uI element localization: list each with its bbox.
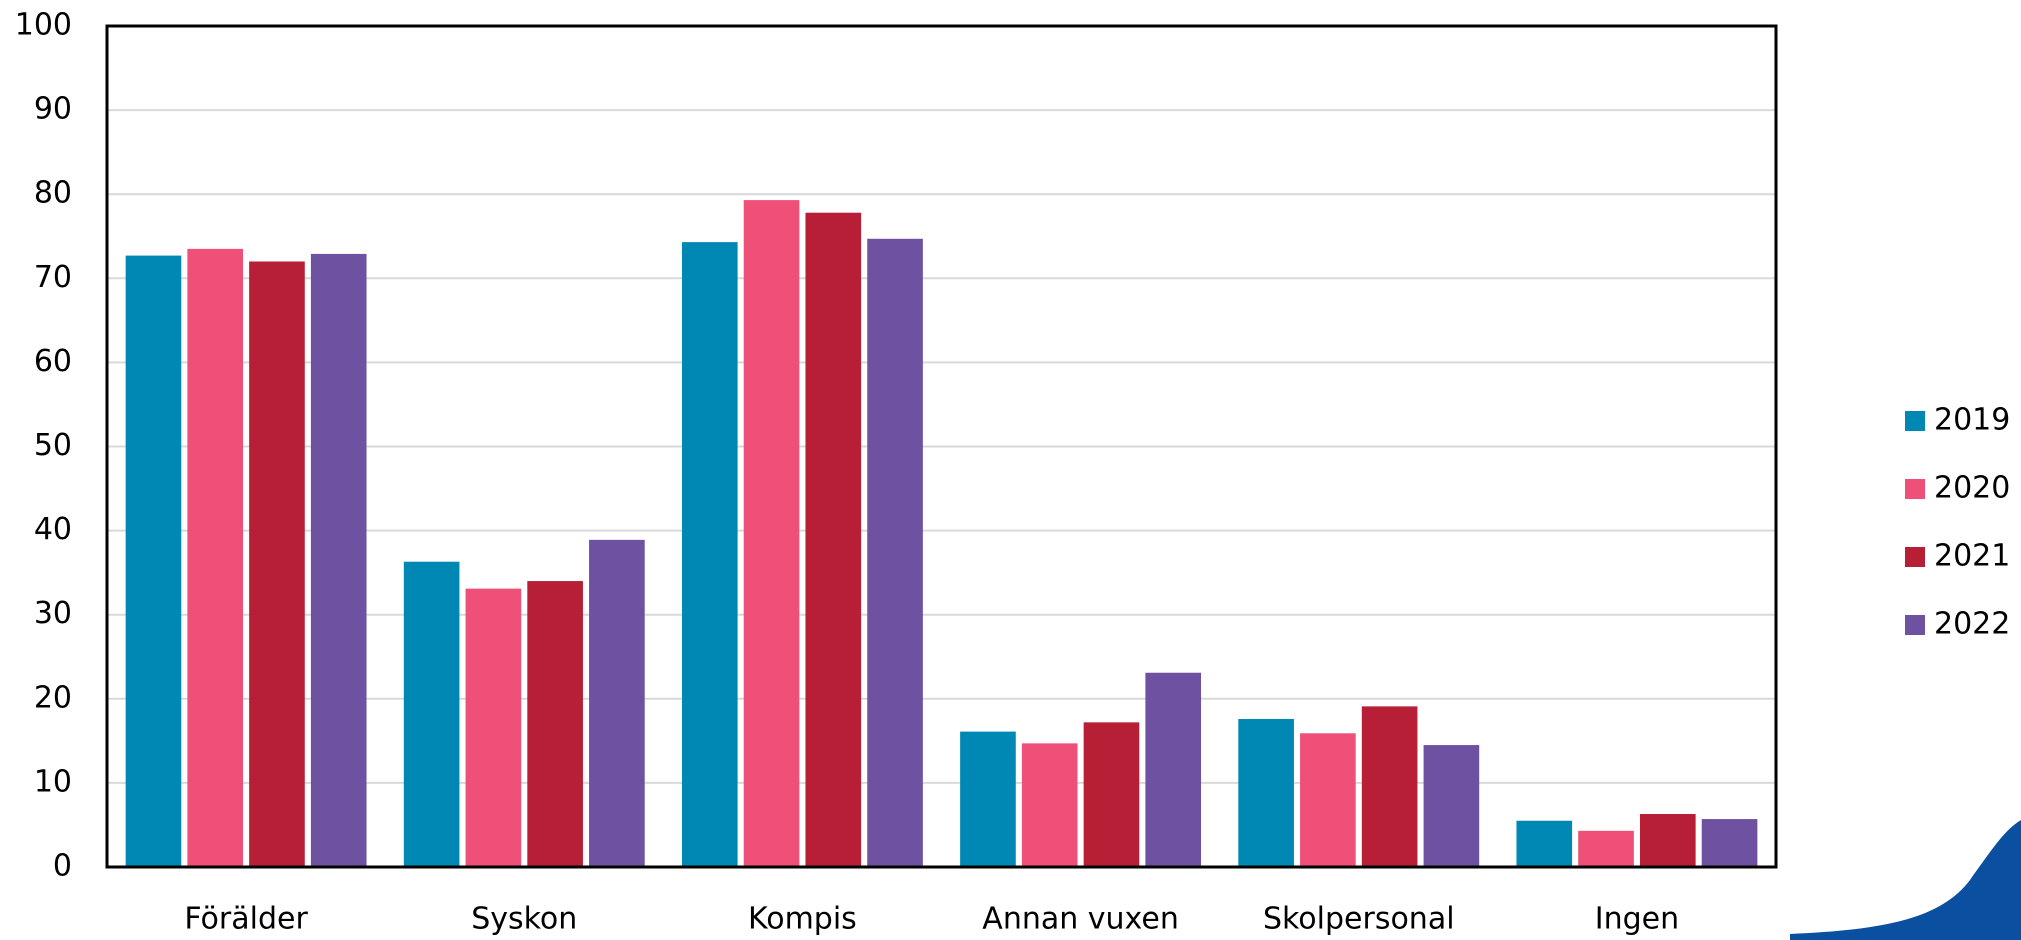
legend-swatch [1905, 547, 1925, 567]
bar [805, 212, 862, 867]
y-tick-label: 30 [34, 596, 72, 631]
x-tick-label: Ingen [1595, 902, 1679, 937]
legend-swatch [1905, 479, 1925, 499]
bar [1083, 722, 1140, 867]
bar [1639, 814, 1696, 867]
bar [1238, 718, 1294, 867]
bar [743, 200, 800, 867]
bar [527, 581, 583, 867]
x-tick-label: Skolpersonal [1263, 902, 1455, 937]
legend-label: 2021 [1934, 539, 2010, 574]
bar [187, 248, 244, 868]
bar [310, 253, 367, 867]
bar [465, 588, 522, 867]
legend-label: 2019 [1934, 403, 2010, 438]
y-tick-label: 0 [53, 849, 72, 884]
y-tick-label: 80 [34, 176, 72, 211]
decoration [1790, 820, 2021, 940]
bar [960, 731, 1016, 867]
legend-swatch [1905, 411, 1925, 431]
plot-border [105, 24, 1778, 869]
bar [1701, 819, 1758, 867]
bar [403, 561, 460, 867]
bar [1021, 743, 1078, 867]
y-tick-label: 20 [34, 680, 72, 715]
bar [681, 242, 738, 868]
bar [1145, 672, 1202, 867]
legend-label: 2022 [1934, 607, 2010, 642]
x-tick-label: Kompis [748, 902, 857, 937]
y-tick-label: 40 [34, 512, 72, 547]
bar [1516, 820, 1573, 867]
x-tick-label: Förälder [184, 902, 308, 937]
bar [1300, 733, 1356, 867]
y-tick-label: 70 [34, 260, 72, 295]
bar [125, 255, 182, 867]
x-tick-label: Syskon [471, 902, 577, 937]
bar [1361, 706, 1418, 867]
bar [249, 261, 305, 868]
legend-swatch [1905, 615, 1925, 635]
bar [1423, 745, 1480, 867]
bar [1578, 830, 1634, 867]
x-tick-label: Annan vuxen [982, 902, 1179, 937]
y-tick-label: 90 [34, 92, 72, 127]
y-tick-label: 50 [34, 428, 72, 463]
bar [589, 539, 645, 867]
bar [867, 238, 923, 867]
legend-label: 2020 [1934, 471, 2010, 506]
y-tick-label: 60 [34, 344, 72, 379]
y-tick-label: 100 [15, 8, 72, 43]
y-tick-label: 10 [34, 764, 72, 799]
